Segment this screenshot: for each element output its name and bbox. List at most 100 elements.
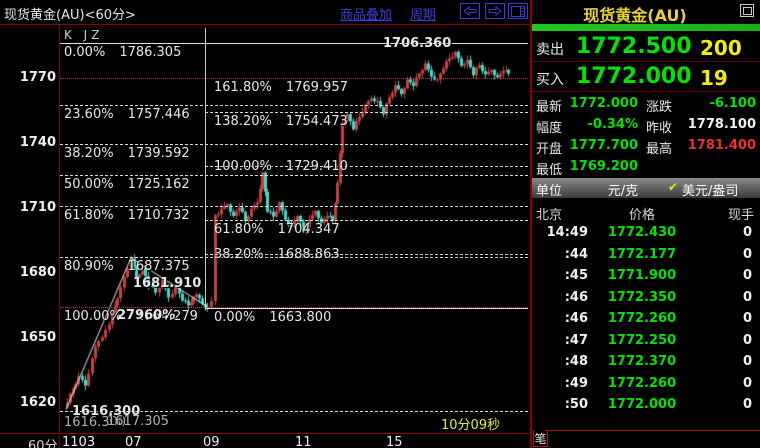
- overlay-link[interactable]: 商品叠加: [340, 8, 393, 23]
- fib-level-label: 80.90% 1687.375: [64, 259, 190, 275]
- tick-row[interactable]: :50 1772.000 0: [532, 394, 760, 416]
- fib-level-label: 38.20% 1739.592: [64, 145, 190, 161]
- candlestick-chart-area[interactable]: K JZ 1770 1740 1710 1680 1650 1620 60分 1103 07 09…: [0, 24, 530, 448]
- right-arrow-icon: [488, 6, 502, 16]
- sell-price: 1772.500: [576, 34, 692, 59]
- stat-row-range: 幅度 -0.34% 昨收 1778.100: [532, 114, 760, 136]
- fib-level-label: 138.20% 1754.473: [214, 113, 348, 129]
- fib-level-label: 61.80% 1710.732: [64, 208, 190, 224]
- prev-arrow-button[interactable]: [460, 3, 480, 19]
- y-axis-label: 1770: [19, 70, 56, 85]
- sell-quote-row: 卖出 1772.500 200: [532, 32, 760, 61]
- tick-price: 1772.260: [607, 375, 677, 391]
- tick-price: 1772.177: [607, 246, 677, 262]
- tick-table-header: 北京 价格 现手: [532, 200, 760, 223]
- tick-volume: 0: [742, 332, 752, 348]
- tick-row[interactable]: :46 1772.260 0: [532, 308, 760, 330]
- tick-volume: 0: [742, 246, 752, 262]
- buy-sell-strength-bar: [532, 24, 760, 31]
- range-value: -0.34%: [587, 117, 639, 132]
- chart-price-label: 1706.360: [383, 36, 452, 51]
- split-window-button[interactable]: [508, 3, 528, 19]
- unit-label: 单位: [536, 184, 563, 199]
- fib-level-label: 38.20% 1688.863: [214, 246, 340, 262]
- fib-line: [205, 253, 528, 255]
- col-price: 价格: [628, 208, 655, 223]
- low-label: 最低: [536, 163, 563, 178]
- divider: [532, 61, 760, 62]
- open-value: 1777.700: [569, 138, 638, 153]
- high-value: 1781.400: [687, 138, 756, 153]
- unit-option-usd-ounce[interactable]: 美元/盎司: [682, 184, 739, 199]
- x-axis-tick-label: 1103: [62, 435, 96, 448]
- fib-line: [205, 220, 528, 222]
- tick-row[interactable]: :48 1772.370 0: [532, 351, 760, 373]
- fib-line: [60, 257, 528, 259]
- next-arrow-button[interactable]: [485, 3, 505, 19]
- change-value: -6.100: [709, 96, 756, 111]
- tick-price: 1772.260: [607, 311, 677, 326]
- tab-tick[interactable]: 笔: [533, 430, 548, 447]
- panel-bottom-tabs: 笔: [532, 430, 760, 448]
- tick-price: 1772.370: [607, 354, 677, 369]
- sell-size: 200: [700, 36, 742, 60]
- check-icon: ✔: [668, 180, 679, 194]
- sell-label: 卖出: [536, 42, 564, 58]
- tick-price: 1771.900: [607, 268, 677, 283]
- col-volume: 现手: [727, 208, 754, 223]
- fib-line: [60, 42, 528, 44]
- tick-volume: 0: [742, 375, 752, 391]
- buy-quote-row: 买入 1772.000 19: [532, 62, 760, 91]
- fib-line: [60, 307, 528, 309]
- fib-level-label: 61.80% 1704.347: [214, 222, 340, 238]
- fib-line: [205, 111, 528, 113]
- period-link[interactable]: 周期: [410, 8, 437, 23]
- candle-countdown-label: 10分09秒: [441, 418, 501, 433]
- fib-line: [205, 308, 528, 310]
- x-axis-tick-label: 09: [203, 435, 220, 448]
- tick-volume: 0: [742, 225, 752, 240]
- chart-price-label: 1681.910: [133, 276, 202, 291]
- tick-time: 14:49: [546, 225, 588, 240]
- tick-row[interactable]: :44 1772.177 0: [532, 244, 760, 266]
- tick-volume: 0: [742, 268, 752, 283]
- chart-top-border: [0, 24, 530, 25]
- tab-bar-line: [546, 430, 760, 431]
- tick-row[interactable]: :46 1772.350 0: [532, 287, 760, 309]
- buy-label: 买入: [536, 72, 564, 88]
- tick-row[interactable]: 14:49 1772.430 0: [532, 222, 760, 244]
- fib-line: [205, 165, 528, 167]
- tick-volume: 0: [742, 289, 752, 305]
- tick-time: :46: [564, 311, 588, 326]
- unit-selector-row: 单位 元/克 ✔ 美元/盎司: [532, 178, 760, 199]
- tick-time: :45: [564, 268, 588, 283]
- tick-row[interactable]: :49 1772.260 0: [532, 373, 760, 395]
- tick-row[interactable]: :47 1772.250 0: [532, 330, 760, 352]
- fib-line: [60, 206, 528, 208]
- chart-title-bar: 现货黄金(AU)<60分> 商品叠加 周期: [0, 0, 530, 24]
- tick-time: :46: [564, 289, 588, 305]
- fib-level-label: 0.00% 1663.800: [214, 310, 332, 326]
- tick-row[interactable]: :45 1771.900 0: [532, 265, 760, 287]
- unit-option-cny-gram[interactable]: 元/克: [607, 184, 639, 199]
- candles-canvas[interactable]: [0, 24, 530, 448]
- tick-time: :49: [564, 375, 588, 391]
- divider: [532, 91, 760, 92]
- chart-price-label: 1616.300: [64, 415, 127, 430]
- x-axis-tick-label: 11: [295, 435, 312, 448]
- fib-line: [60, 143, 528, 145]
- fib-level-label: 161.80% 1769.957: [214, 80, 348, 96]
- tick-volume: 0: [742, 311, 752, 326]
- fib-level-label: 50.00% 1725.162: [64, 177, 190, 193]
- chart-title: 现货黄金(AU)<60分>: [4, 8, 136, 23]
- tick-time: :44: [564, 246, 588, 262]
- tick-price: 1772.250: [607, 332, 677, 348]
- restore-window-icon[interactable]: [740, 4, 754, 17]
- fib-level-label: 0.00% 1786.305: [64, 44, 182, 60]
- tick-volume: 0: [742, 397, 752, 412]
- tick-price: 1772.430: [607, 225, 677, 240]
- y-axis-label: 1710: [19, 200, 56, 215]
- fib-level-label: 23.60% 1757.446: [64, 107, 190, 123]
- chart-bottom-border: [0, 433, 530, 434]
